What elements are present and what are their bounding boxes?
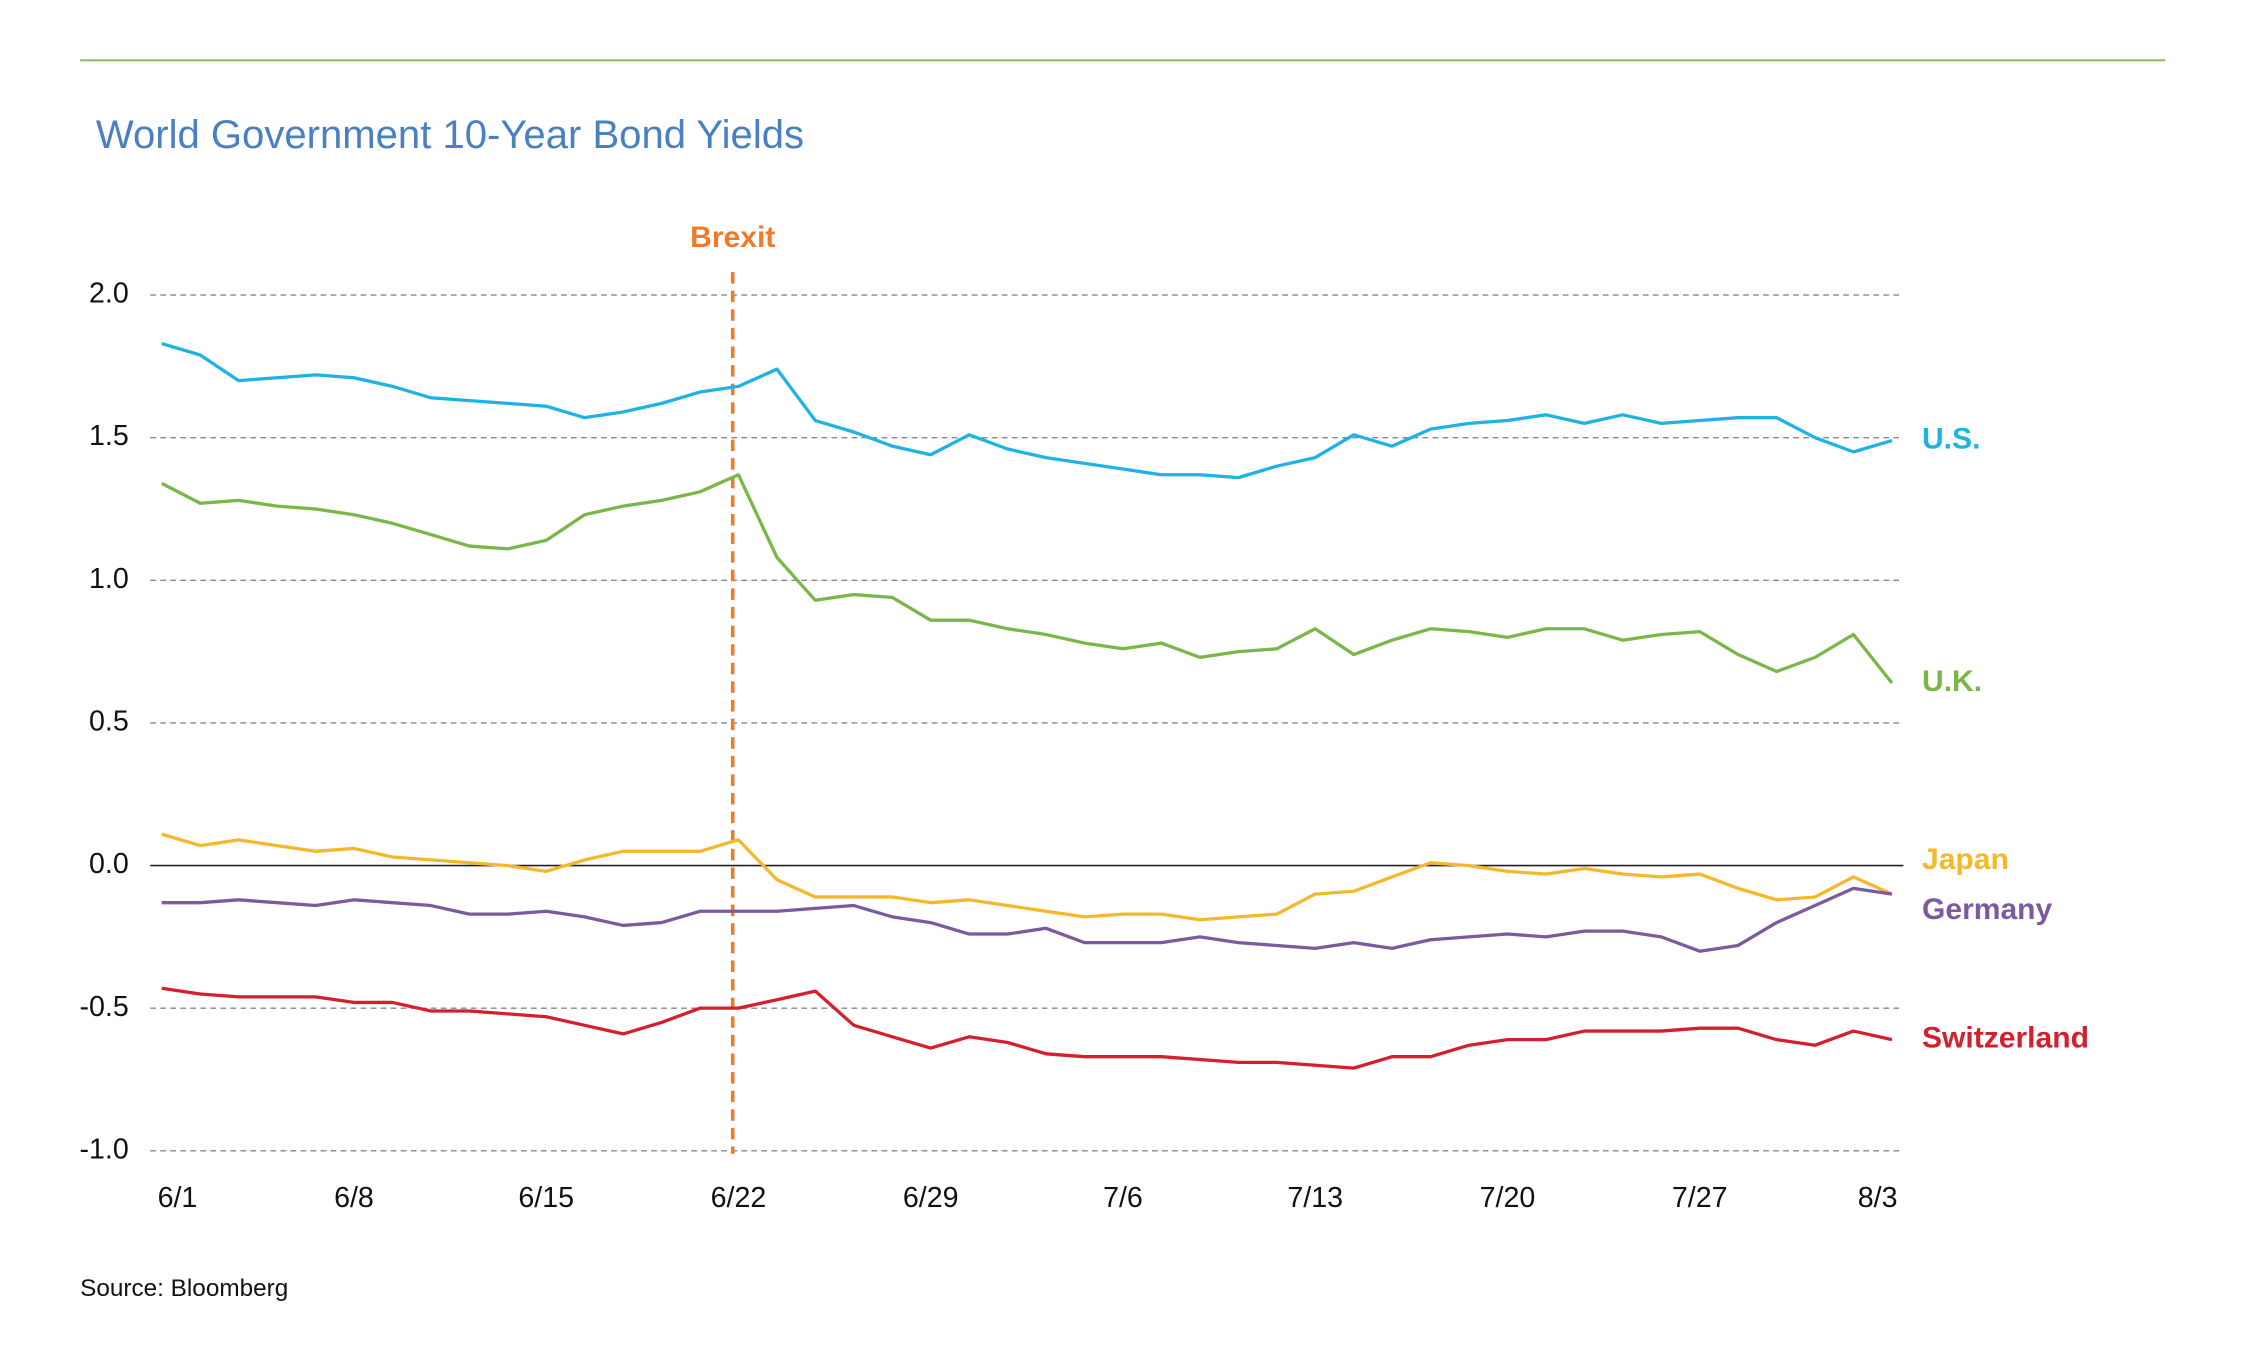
chart-title: World Government 10-Year Bond Yields [96, 113, 804, 157]
series-label: Japan [1922, 843, 2009, 876]
series-label: U.K. [1922, 665, 1982, 698]
y-tick-label: 2.0 [89, 278, 129, 310]
y-tick-label: 0.5 [89, 705, 129, 737]
series-label: Switzerland [1922, 1022, 2089, 1055]
y-tick-label: 1.5 [89, 420, 129, 452]
series-label: U.S. [1922, 422, 1980, 455]
x-tick-label: 7/6 [1103, 1182, 1143, 1214]
x-tick-label: 8/3 [1858, 1182, 1898, 1214]
series-line [161, 886, 1893, 953]
x-tick-label: 7/13 [1287, 1182, 1343, 1214]
series-line [161, 832, 1893, 922]
source-note: Source: Bloomberg [80, 1275, 288, 1302]
y-tick-label: -0.5 [79, 991, 128, 1023]
x-tick-label: 6/29 [903, 1182, 959, 1214]
x-tick-label: 6/1 [158, 1182, 198, 1214]
y-tick-label: 1.0 [89, 563, 129, 595]
x-tick-label: 7/20 [1480, 1182, 1536, 1214]
y-tick-label: -1.0 [79, 1133, 128, 1165]
x-tick-label: 6/22 [711, 1182, 767, 1214]
x-tick-label: 6/15 [518, 1182, 574, 1214]
series-line [160, 473, 1894, 685]
annotation-label: Brexit [690, 221, 775, 254]
series-label: Germany [1922, 893, 2053, 926]
series-line [161, 986, 1893, 1070]
x-tick-label: 6/8 [334, 1182, 374, 1214]
y-tick-label: 0.0 [89, 848, 129, 880]
x-tick-label: 7/27 [1672, 1182, 1728, 1214]
series-line [161, 341, 1893, 480]
